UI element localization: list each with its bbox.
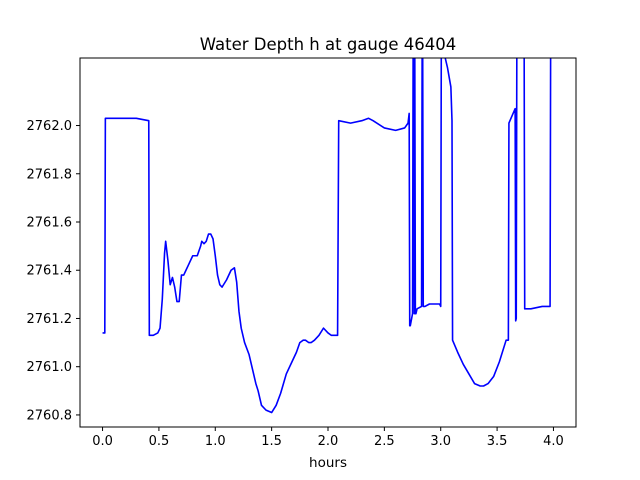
x-axis: 0.0 0.5 1.0 1.5 2.0 2.5 3.0 3.5 4.0 bbox=[92, 427, 564, 449]
y-tick-label: 2761.8 bbox=[27, 167, 73, 182]
x-tick-label: 0.5 bbox=[149, 434, 170, 449]
y-tick-label: 2761.6 bbox=[27, 216, 73, 231]
x-tick-label: 0.0 bbox=[92, 434, 113, 449]
y-tick-label: 2762.0 bbox=[27, 119, 73, 134]
y-tick-label: 2760.8 bbox=[27, 408, 73, 423]
x-tick-label: 1.0 bbox=[205, 434, 226, 449]
y-tick-label: 2761.4 bbox=[27, 264, 73, 279]
y-axis: 2760.8 2761.0 2761.2 2761.4 2761.6 2761.8 2762… bbox=[27, 119, 80, 423]
chart-title: Water Depth h at gauge 46404 bbox=[200, 35, 456, 54]
x-tick-label: 2.5 bbox=[374, 434, 395, 449]
x-tick-label: 3.0 bbox=[430, 434, 451, 449]
plot-area bbox=[102, 58, 552, 414]
x-tick-label: 1.5 bbox=[261, 434, 282, 449]
x-axis-label: hours bbox=[309, 455, 347, 471]
x-tick-label: 4.0 bbox=[543, 434, 564, 449]
y-tick-label: 2761.2 bbox=[27, 312, 73, 327]
y-tick-label: 2761.0 bbox=[27, 360, 73, 375]
x-tick-label: 3.5 bbox=[487, 434, 508, 449]
series-line-0 bbox=[102, 58, 552, 414]
x-tick-label: 2.0 bbox=[318, 434, 339, 449]
plot-frame bbox=[79, 57, 577, 428]
